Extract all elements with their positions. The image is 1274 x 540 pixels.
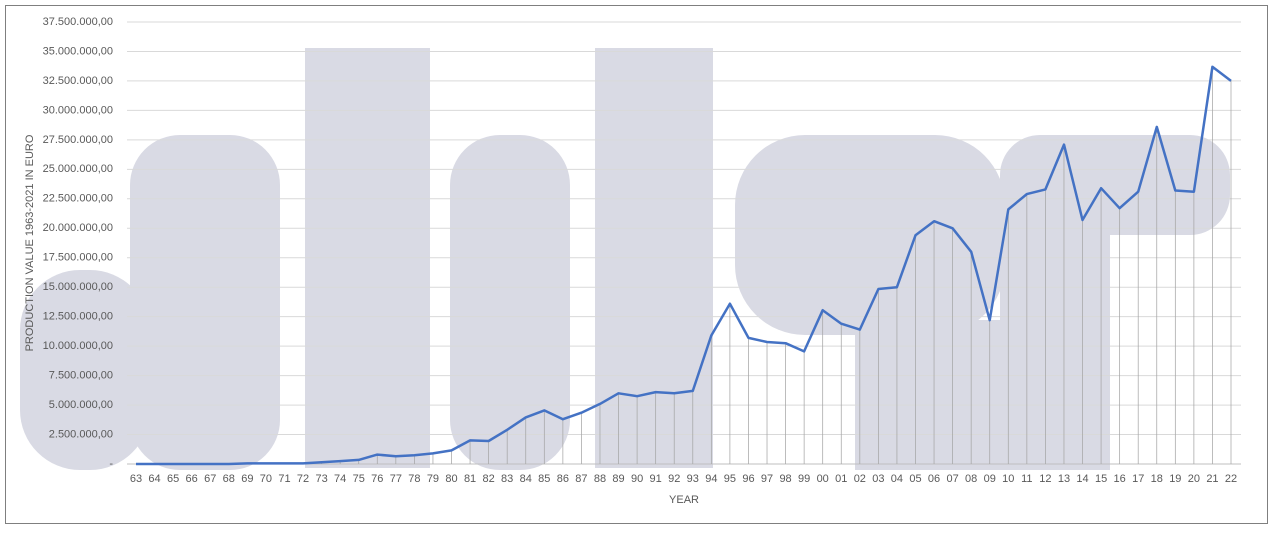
x-tick-label: 02 xyxy=(854,473,866,485)
y-tick-label: 35.000.000,00 xyxy=(43,45,113,57)
x-tick-label: 88 xyxy=(594,473,606,485)
y-tick-label: 25.000.000,00 xyxy=(43,163,113,175)
y-tick-label: 2.500.000,00 xyxy=(49,428,113,440)
y-tick-label: 10.000.000,00 xyxy=(43,340,113,352)
y-axis-label: PRODUCTION VALUE 1963-2021 IN EURO xyxy=(24,134,36,351)
y-tick-label: 15.000.000,00 xyxy=(43,281,113,293)
x-tick-label: 75 xyxy=(353,473,365,485)
x-tick-label: 13 xyxy=(1058,473,1070,485)
x-tick-label: 69 xyxy=(241,473,253,485)
x-tick-label: 90 xyxy=(631,473,643,485)
y-tick-label: 7.500.000,00 xyxy=(49,370,113,382)
y-tick-label: 30.000.000,00 xyxy=(43,104,113,116)
x-tick-label: 89 xyxy=(612,473,624,485)
x-tick-label: 80 xyxy=(445,473,457,485)
x-tick-label: 06 xyxy=(928,473,940,485)
x-tick-label: 72 xyxy=(297,473,309,485)
x-tick-label: 98 xyxy=(779,473,791,485)
x-tick-label: 66 xyxy=(186,473,198,485)
x-tick-label: 73 xyxy=(315,473,327,485)
x-tick-label: 17 xyxy=(1132,473,1144,485)
y-tick-label: 5.000.000,00 xyxy=(49,399,113,411)
x-tick-label: 65 xyxy=(167,473,179,485)
x-tick-label: 19 xyxy=(1169,473,1181,485)
x-tick-label: 81 xyxy=(464,473,476,485)
x-tick-label: 70 xyxy=(260,473,272,485)
x-tick-label: 01 xyxy=(835,473,847,485)
x-tick-label: 18 xyxy=(1151,473,1163,485)
y-tick-label: 12.500.000,00 xyxy=(43,311,113,323)
x-tick-label: 85 xyxy=(538,473,550,485)
x-tick-label: 77 xyxy=(390,473,402,485)
x-tick-label: 96 xyxy=(742,473,754,485)
x-tick-label: 12 xyxy=(1039,473,1051,485)
x-tick-label: 00 xyxy=(817,473,829,485)
x-tick-label: 92 xyxy=(668,473,680,485)
x-tick-label: 74 xyxy=(334,473,346,485)
x-tick-label: 07 xyxy=(946,473,958,485)
x-tick-label: 05 xyxy=(909,473,921,485)
x-tick-label: 78 xyxy=(408,473,420,485)
y-tick-label: 17.500.000,00 xyxy=(43,252,113,264)
x-tick-label: 97 xyxy=(761,473,773,485)
x-tick-label: 95 xyxy=(724,473,736,485)
y-tick-label: 37.500.000,00 xyxy=(43,16,113,28)
x-tick-label: 15 xyxy=(1095,473,1107,485)
x-tick-label: 03 xyxy=(872,473,884,485)
y-tick-label: - xyxy=(109,458,113,470)
x-tick-label: 63 xyxy=(130,473,142,485)
x-tick-label: 22 xyxy=(1225,473,1237,485)
x-tick-label: 93 xyxy=(687,473,699,485)
x-tick-label: 21 xyxy=(1206,473,1218,485)
y-tick-label: 27.500.000,00 xyxy=(43,134,113,146)
x-tick-label: 91 xyxy=(650,473,662,485)
x-tick-label: 11 xyxy=(1021,473,1032,485)
x-tick-label: 94 xyxy=(705,473,717,485)
x-tick-label: 64 xyxy=(148,473,160,485)
x-tick-label: 08 xyxy=(965,473,977,485)
series-line xyxy=(136,65,1232,466)
x-tick-label: 99 xyxy=(798,473,810,485)
x-tick-label: 87 xyxy=(575,473,587,485)
y-tick-label: 22.500.000,00 xyxy=(43,193,113,205)
x-tick-label: 16 xyxy=(1114,473,1126,485)
x-tick-label: 10 xyxy=(1002,473,1014,485)
x-tick-label: 71 xyxy=(278,473,290,485)
x-tick-label: 67 xyxy=(204,473,216,485)
y-tick-label: 32.500.000,00 xyxy=(43,75,113,87)
x-tick-label: 86 xyxy=(557,473,569,485)
y-tick-label: 20.000.000,00 xyxy=(43,222,113,234)
x-tick-label: 83 xyxy=(501,473,513,485)
x-tick-label: 76 xyxy=(371,473,383,485)
x-tick-label: 04 xyxy=(891,473,903,485)
x-axis-label: YEAR xyxy=(669,494,699,506)
x-tick-label: 09 xyxy=(984,473,996,485)
x-tick-label: 82 xyxy=(483,473,495,485)
x-tick-label: 79 xyxy=(427,473,439,485)
x-tick-label: 68 xyxy=(223,473,235,485)
x-tick-label: 20 xyxy=(1188,473,1200,485)
x-tick-label: 84 xyxy=(520,473,532,485)
x-tick-label: 14 xyxy=(1076,473,1088,485)
